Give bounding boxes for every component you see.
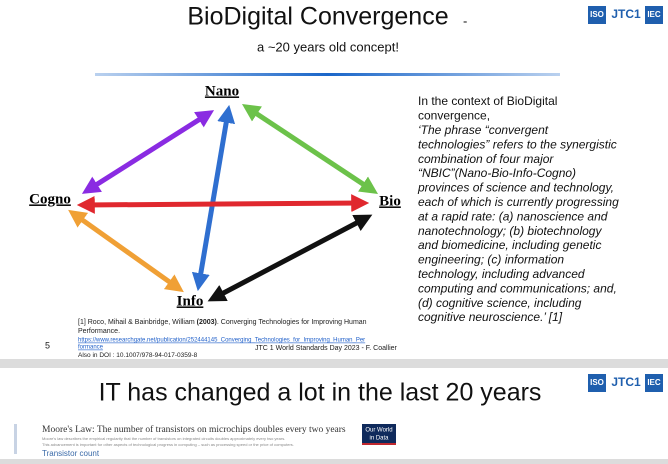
arrow	[76, 194, 370, 214]
paragraph-line: convergence,	[418, 109, 490, 123]
logo-iec: IEC	[647, 10, 661, 19]
page-number: 5	[45, 340, 50, 350]
arrow	[81, 110, 215, 194]
doi: 10.1007/978-94-017-0359-8	[116, 352, 197, 359]
slide-2	[0, 368, 668, 459]
footnote-link[interactable]: formance	[78, 345, 104, 351]
arrow	[68, 209, 184, 293]
quote-line: “NBIC”(Nano-Bio-Info-Cogno)	[418, 166, 576, 180]
arrow	[207, 214, 373, 302]
title-dash: -	[463, 13, 467, 28]
doi-label: Also in DOI :	[78, 352, 116, 359]
logo-box	[588, 374, 606, 392]
quote-line: at a rapid rate: (a) nanoscience and	[418, 209, 608, 223]
footnote-ref: [1] Roco, Mihail & Bainbridge, William (…	[78, 319, 367, 326]
quote-line: technology, including advanced	[418, 267, 585, 281]
logo-iec: IEC	[647, 378, 661, 387]
logo: ISO JTC1 IEC	[588, 374, 663, 392]
chart-note: This advancement is important for other …	[42, 442, 294, 447]
owid-logo	[362, 424, 396, 445]
paragraph: In the context of BioDigitalconvergence,…	[417, 94, 619, 324]
ref-part: . Converging Technologies for Improving …	[217, 319, 367, 326]
ref-part: [1] Roco, Mihail & Bainbridge, William	[78, 319, 197, 326]
owid-text: Our World	[365, 428, 392, 434]
owid-logo-bar	[362, 443, 396, 445]
paragraph-line: In the context of BioDigital	[418, 94, 557, 108]
quote-line: (d) cognitive science, including	[418, 296, 582, 310]
slide-title: IT has changed a lot in the last 20 year…	[99, 379, 542, 407]
logo: ISO JTC1 IEC	[588, 6, 663, 24]
arrow	[241, 104, 379, 194]
chart-title: Moore's Law: The number of transistors o…	[42, 424, 346, 435]
ref-year: (2003)	[197, 319, 217, 326]
logo-box	[645, 6, 663, 24]
slide-subtitle: a ~20 years old concept!	[257, 39, 399, 54]
logo-box	[645, 374, 663, 392]
quote-line: and biomedicine, including genetic	[418, 238, 601, 252]
footnote-ref: Performance.	[78, 328, 120, 335]
node-label: Info	[177, 293, 204, 309]
quote-line: technologies” refers to the synergistic	[418, 137, 617, 151]
quote-line: ‘The phrase “convergent	[418, 123, 549, 137]
footnote-link[interactable]: https://www.researchgate.net/publication…	[78, 338, 365, 344]
footnote-doi: Also in DOI : 10.1007/978-94-017-0359-8	[78, 352, 198, 359]
node-label: Nano	[205, 83, 239, 99]
slide-footer: JTC 1 World Standards Day 2023 - F. Coal…	[255, 345, 398, 352]
nbic-diagram	[68, 104, 379, 302]
chart-note: Moore's law describes the empirical regu…	[42, 436, 285, 441]
logo-iso: ISO	[590, 378, 604, 387]
slide-title: BioDigital Convergence	[187, 3, 448, 31]
owid-text: in Data	[369, 436, 389, 442]
quote-line: provinces of science and technology,	[417, 181, 614, 195]
quote-line: engineering; (c) information	[418, 253, 564, 267]
node-label: Cogno	[29, 191, 71, 207]
logo-jtc: JTC1	[611, 7, 641, 21]
axis-label: Transistor count	[42, 449, 100, 458]
logo-iso: ISO	[590, 10, 604, 19]
logo-box	[588, 6, 606, 24]
side-strip	[14, 424, 17, 454]
title-rule	[95, 73, 560, 76]
quote-line: nanotechnology; (b) biotechnology	[418, 224, 602, 238]
quote-line: cognitive neuroscience.’ [1]	[418, 310, 563, 324]
quote-line: each of which is currently progressing	[418, 195, 619, 209]
logo-jtc: JTC1	[611, 375, 641, 389]
quote-line: combination of four major	[418, 152, 554, 166]
node-label: Bio	[379, 193, 401, 209]
footnote: [1] Roco, Mihail & Bainbridge, William (…	[78, 319, 367, 359]
quote-line: computing and communications; and,	[418, 281, 617, 295]
